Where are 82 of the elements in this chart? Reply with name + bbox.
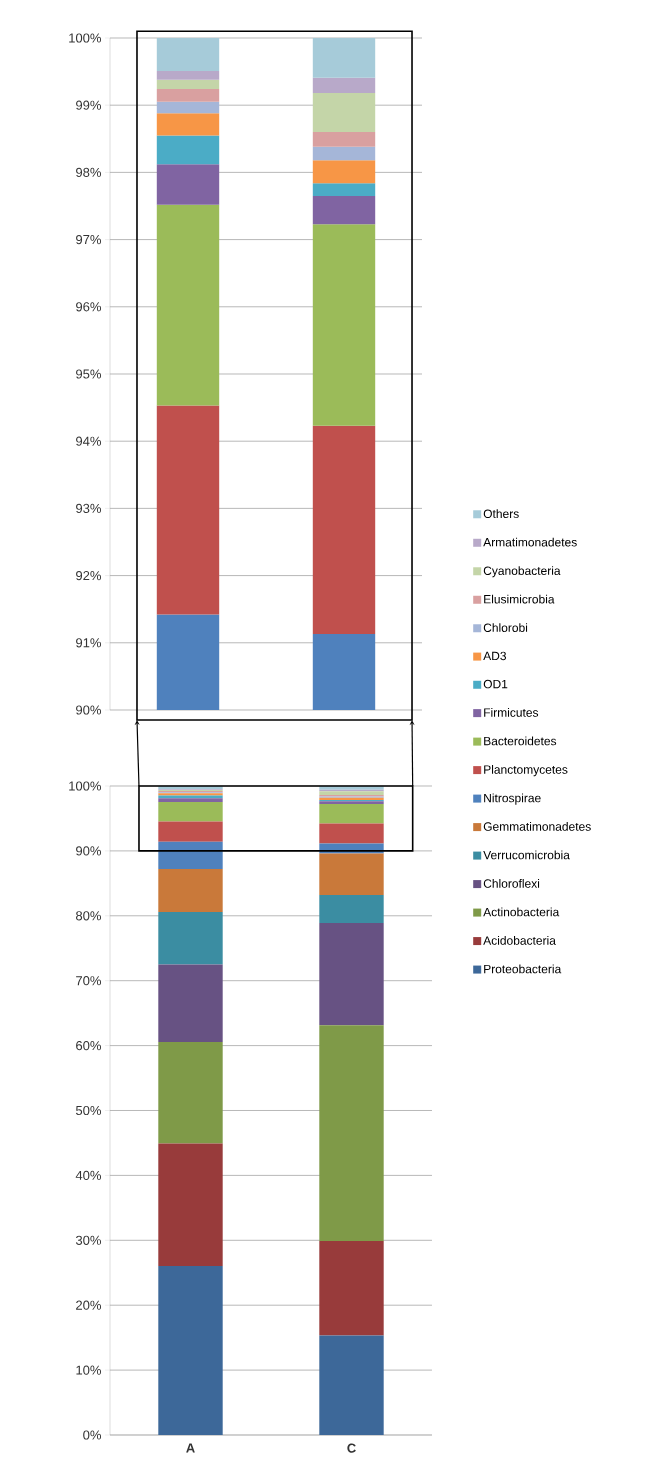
y-tick-label: 40% (75, 1170, 102, 1180)
bar (156, 101, 220, 114)
y-tick-label: 10% (76, 1365, 102, 1375)
legend-label: Proteobacteria (484, 964, 562, 974)
bar (312, 160, 376, 184)
legend-label: Nitrospirae (484, 793, 541, 805)
bar (319, 803, 384, 824)
legend-label: Cyanobacteria (483, 566, 561, 578)
bar (312, 93, 376, 133)
x-tick-label: C (347, 1443, 356, 1453)
bar (312, 183, 376, 196)
bar (312, 224, 376, 426)
bar (156, 405, 220, 615)
bar (319, 853, 384, 896)
y-tick-label: 97% (76, 234, 102, 245)
legend-label: Acidobacteria (483, 935, 556, 945)
bar (158, 869, 223, 912)
bar (158, 964, 223, 1042)
y-tick-label: 30% (75, 1235, 102, 1245)
y-tick-label: 70% (76, 976, 102, 986)
y-tick-label: 0% (83, 1430, 102, 1440)
y-tick-label: 93% (76, 503, 102, 513)
bar (312, 634, 376, 710)
bar (158, 802, 223, 822)
bar (158, 841, 223, 870)
bar (156, 37, 220, 71)
bar (156, 70, 220, 80)
legend-label: Others (483, 509, 519, 518)
bar (158, 1041, 223, 1144)
y-tick-label: 91% (76, 638, 102, 648)
legend-label: Verrucomicrobia (483, 850, 570, 860)
bar (156, 113, 220, 136)
y-tick-label: 90% (76, 705, 102, 715)
legend-label: Armatimonadetes (483, 537, 577, 547)
y-tick-label: 95% (76, 369, 102, 379)
y-tick-label: 100% (69, 33, 102, 43)
legend-label: Actinobacteria (483, 907, 560, 917)
bar (312, 146, 376, 161)
y-tick-label: 96% (76, 302, 102, 312)
legend-label: Chlorobi (483, 623, 528, 632)
bar (158, 821, 223, 842)
bar (156, 135, 220, 165)
y-tick-label: 90% (76, 846, 102, 856)
y-tick-label: 60% (76, 1040, 102, 1051)
bar (319, 1025, 384, 1241)
bar (319, 791, 384, 796)
legend-label: Elusimicrobia (484, 594, 555, 604)
y-tick-label: 98% (76, 167, 102, 177)
legend-label: AD3 (483, 651, 507, 661)
bar (156, 614, 220, 710)
y-tick-label: 50% (75, 1105, 102, 1116)
bar (158, 798, 223, 803)
bar (158, 1143, 223, 1266)
y-tick-label: 20% (76, 1300, 102, 1310)
legend-label: OD1 (483, 679, 508, 689)
y-tick-label: 100% (69, 781, 101, 791)
bar (156, 164, 220, 205)
y-tick-label: 92% (76, 570, 102, 581)
legend-label: Bacteroidetes (484, 736, 557, 746)
bar (319, 895, 384, 923)
legend-label: Chloroflexi (483, 878, 540, 888)
legend-label: Planctomycetes (484, 765, 568, 777)
bar (156, 204, 220, 406)
y-tick-label: 99% (76, 100, 102, 110)
bar (312, 425, 376, 635)
y-tick-label: 94% (76, 436, 102, 446)
legend-label: Gemmatimonadetes (483, 822, 591, 831)
bar (312, 77, 376, 94)
bar (319, 1240, 384, 1336)
bar (312, 195, 376, 225)
bar (319, 1335, 384, 1435)
bar (158, 911, 223, 965)
bar (156, 89, 220, 102)
bar (156, 79, 220, 90)
y-tick-label: 80% (76, 911, 102, 921)
bar (312, 132, 376, 147)
bar (158, 1265, 223, 1435)
bar (312, 37, 376, 78)
bar (319, 922, 384, 1026)
bar (319, 823, 384, 844)
legend-label: Firmicutes (484, 708, 539, 717)
x-tick-label: A (186, 1443, 195, 1453)
